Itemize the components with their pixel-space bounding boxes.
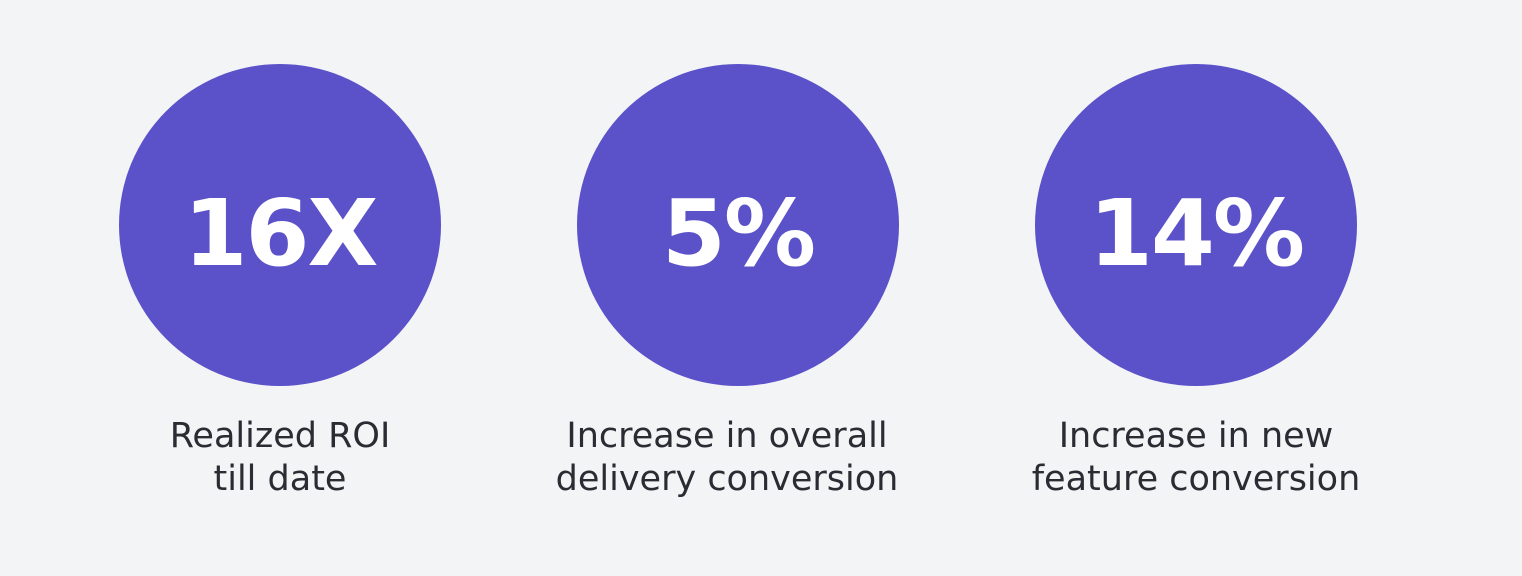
stat-label: Realized ROI xyxy=(170,416,391,456)
stat-label: delivery conversion xyxy=(556,459,899,499)
stat-circle xyxy=(119,64,441,386)
stat-circle xyxy=(577,64,899,386)
stat-value: 14% xyxy=(1089,180,1303,287)
stat-card: 14% Increase in new feature conversion xyxy=(1032,64,1361,499)
stat-card: 5% Increase in overall delivery conversi… xyxy=(556,64,899,499)
stat-value: 16X xyxy=(184,180,378,287)
stat-label: till date xyxy=(214,459,347,499)
stat-label: Increase in new xyxy=(1059,416,1334,456)
stat-value: 5% xyxy=(662,180,814,287)
stat-circle xyxy=(1035,64,1357,386)
stat-label: feature conversion xyxy=(1032,459,1361,499)
stat-card: 16X Realized ROI till date xyxy=(119,64,441,499)
stat-label: Increase in overall xyxy=(566,416,887,456)
